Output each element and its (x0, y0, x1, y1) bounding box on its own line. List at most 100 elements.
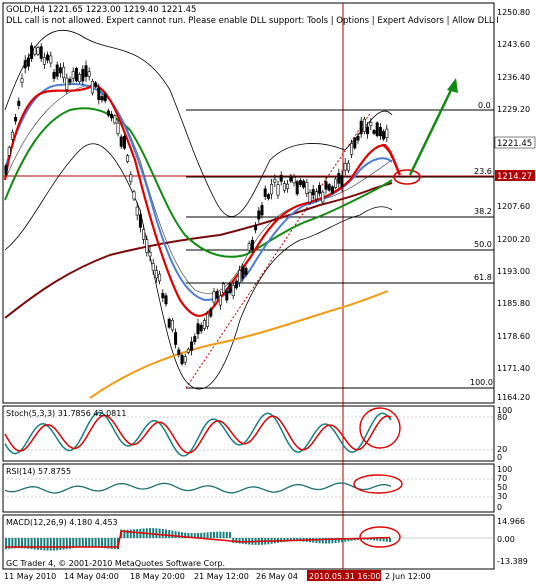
candle-body (385, 128, 389, 139)
macd-bar (315, 538, 318, 543)
annotation-circle-rsi (353, 474, 403, 494)
candle-body (14, 117, 18, 122)
macd-bar (104, 538, 107, 549)
candle-body (273, 178, 277, 183)
macd-bar (37, 538, 39, 550)
macd-bar (331, 538, 334, 544)
current-price-box (494, 136, 536, 149)
macd-bar (174, 531, 177, 538)
crosshair-price-label: 1214.27 (497, 172, 532, 182)
candle-body (343, 162, 347, 171)
macd-bar (11, 538, 14, 549)
candle-body (129, 174, 133, 182)
macd-bar (385, 538, 388, 542)
candle-body (305, 182, 309, 194)
macd-bar (91, 538, 94, 547)
macd-bar (123, 529, 126, 538)
candle-body (257, 210, 261, 220)
macd-bar (241, 538, 244, 544)
candle-body (330, 186, 334, 194)
macd-bar (65, 538, 68, 550)
macd-bar (107, 538, 110, 549)
candle-body (334, 178, 338, 188)
rsi-axis-50: 50 (497, 483, 507, 492)
macd-bar (334, 538, 337, 544)
candle-body (292, 177, 296, 184)
stoch-panel-frame (2, 405, 495, 462)
candle-body (23, 60, 27, 69)
candle-body (318, 185, 322, 194)
candle-body (209, 308, 213, 317)
macd-bar (193, 533, 196, 538)
macd-bar (379, 538, 382, 542)
candle-body (36, 47, 40, 55)
candle-body (247, 243, 251, 251)
macd-bar (337, 538, 340, 543)
time-axis-highlight (307, 570, 381, 581)
macd-bar (376, 538, 379, 541)
stoch-axis-80: 80 (497, 413, 507, 422)
candle-body (321, 191, 325, 203)
annotation-circle-macd (359, 526, 401, 548)
macd-bar (49, 538, 52, 551)
time-label-2: 18 May 20:00 (130, 572, 185, 581)
candle-body (372, 130, 376, 134)
candle-body (295, 181, 299, 195)
stoch-axis-100: 100 (497, 406, 512, 415)
candle-body (356, 135, 360, 141)
candle-body (113, 115, 117, 124)
candle-body (30, 45, 34, 59)
macd-bar (17, 538, 20, 549)
macd-bar (5, 538, 7, 550)
candle-body (90, 80, 94, 94)
candle-body (199, 324, 203, 332)
candle-body (238, 269, 242, 283)
macd-bar (155, 528, 158, 538)
ma-orange (89, 290, 389, 399)
macd-bar (94, 538, 97, 548)
stoch-signal-line (4, 414, 392, 454)
macd-bar (72, 538, 75, 549)
candle-body (151, 262, 155, 271)
price-axis-label: 1250.80 (497, 8, 530, 17)
macd-bar (165, 529, 167, 538)
macd-bar (171, 530, 174, 538)
current-price-label: 1221.45 (497, 139, 532, 149)
candle-body (126, 155, 130, 162)
macd-bar (33, 538, 36, 550)
macd-bar (293, 538, 295, 542)
macd-bar (341, 538, 343, 543)
candle-body (231, 284, 235, 296)
fib-label-618: 61.8 (474, 273, 492, 282)
macd-bar (152, 528, 155, 538)
candle-body (314, 191, 318, 200)
macd-bar (216, 531, 219, 538)
candle-body (71, 71, 75, 79)
candle-body (33, 47, 37, 55)
time-label-1: 14 May 04:00 (64, 572, 119, 581)
macd-bar (158, 528, 161, 538)
macd-bar (53, 538, 55, 551)
macd-bar (62, 538, 65, 550)
stoch-axis-0: 0 (497, 453, 502, 462)
macd-bar (81, 538, 84, 548)
candle-body (42, 57, 46, 65)
macd-bar (40, 538, 43, 551)
price-axis-label: 1200.20 (497, 235, 530, 244)
macd-bar (161, 528, 164, 538)
candle-body (167, 318, 171, 328)
rsi-levels (3, 478, 494, 498)
candle-body (10, 131, 14, 140)
candle-body (279, 174, 283, 182)
macd-bar (373, 538, 375, 541)
candle-body (346, 162, 350, 171)
candle-body (119, 136, 123, 147)
candle-body (359, 120, 363, 135)
macd-bar (344, 538, 347, 542)
candle-body (110, 113, 114, 119)
fib-label-236: 23.6 (474, 167, 492, 176)
candle-body (81, 68, 85, 82)
macd-bar (110, 538, 113, 549)
